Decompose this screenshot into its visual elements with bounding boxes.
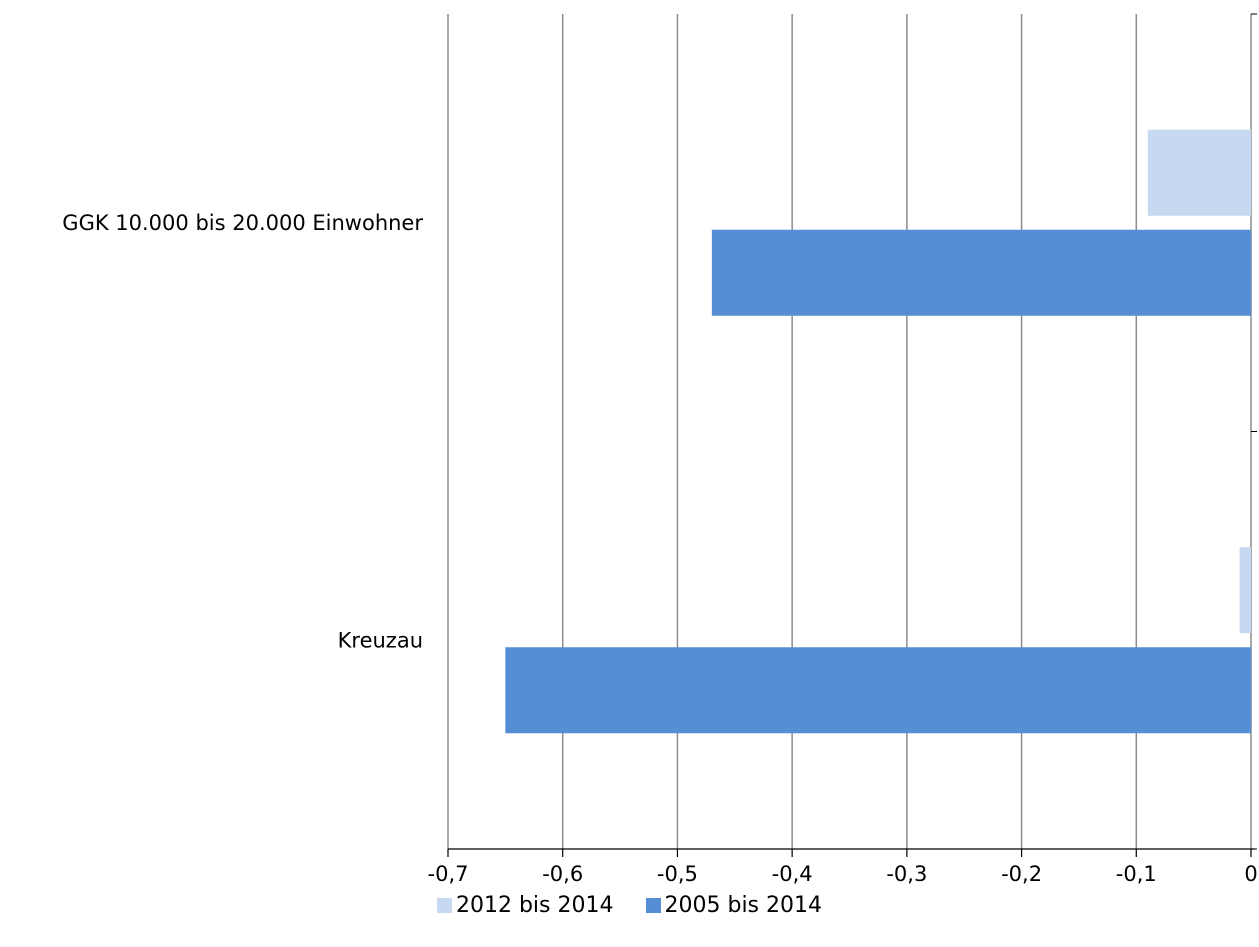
legend: 2012 bis 2014 2005 bis 2014: [0, 893, 1259, 918]
bar-1-series-2: [505, 647, 1251, 734]
bars: [505, 129, 1251, 734]
x-tick-label-3: -0,4: [772, 862, 813, 886]
legend-swatch-series-1: [436, 898, 452, 913]
bar-0-series-2: [711, 229, 1251, 316]
x-tick-label-5: -0,2: [1001, 862, 1042, 886]
x-tick-label-7: 0: [1244, 862, 1257, 886]
legend-item-series-1: 2012 bis 2014: [436, 893, 614, 918]
bar-0-series-1: [1147, 129, 1251, 216]
category-label-1: Kreuzau: [338, 628, 423, 652]
category-label-0: GGK 10.000 bis 20.000 Einwohner: [62, 211, 423, 235]
x-tick-label-2: -0,5: [657, 862, 698, 886]
legend-swatch-series-2: [645, 898, 661, 913]
x-tick-label-4: -0,3: [886, 862, 927, 886]
legend-label-series-2: 2005 bis 2014: [664, 893, 823, 918]
bar-1-series-1: [1239, 547, 1251, 634]
x-tick-label-1: -0,6: [542, 862, 583, 886]
axes: [447, 13, 1257, 857]
legend-label-series-1: 2012 bis 2014: [455, 893, 614, 918]
gridlines: [447, 14, 1252, 849]
labels: -0,7 -0,6 -0,5 -0,4 -0,3 -0,2 -0,1 0 GGK 10.000 …: [62, 211, 1257, 886]
x-tick-label-6: -0,1: [1116, 862, 1157, 886]
x-tick-label-0: -0,7: [428, 862, 469, 886]
legend-item-series-2: 2005 bis 2014: [645, 893, 823, 918]
